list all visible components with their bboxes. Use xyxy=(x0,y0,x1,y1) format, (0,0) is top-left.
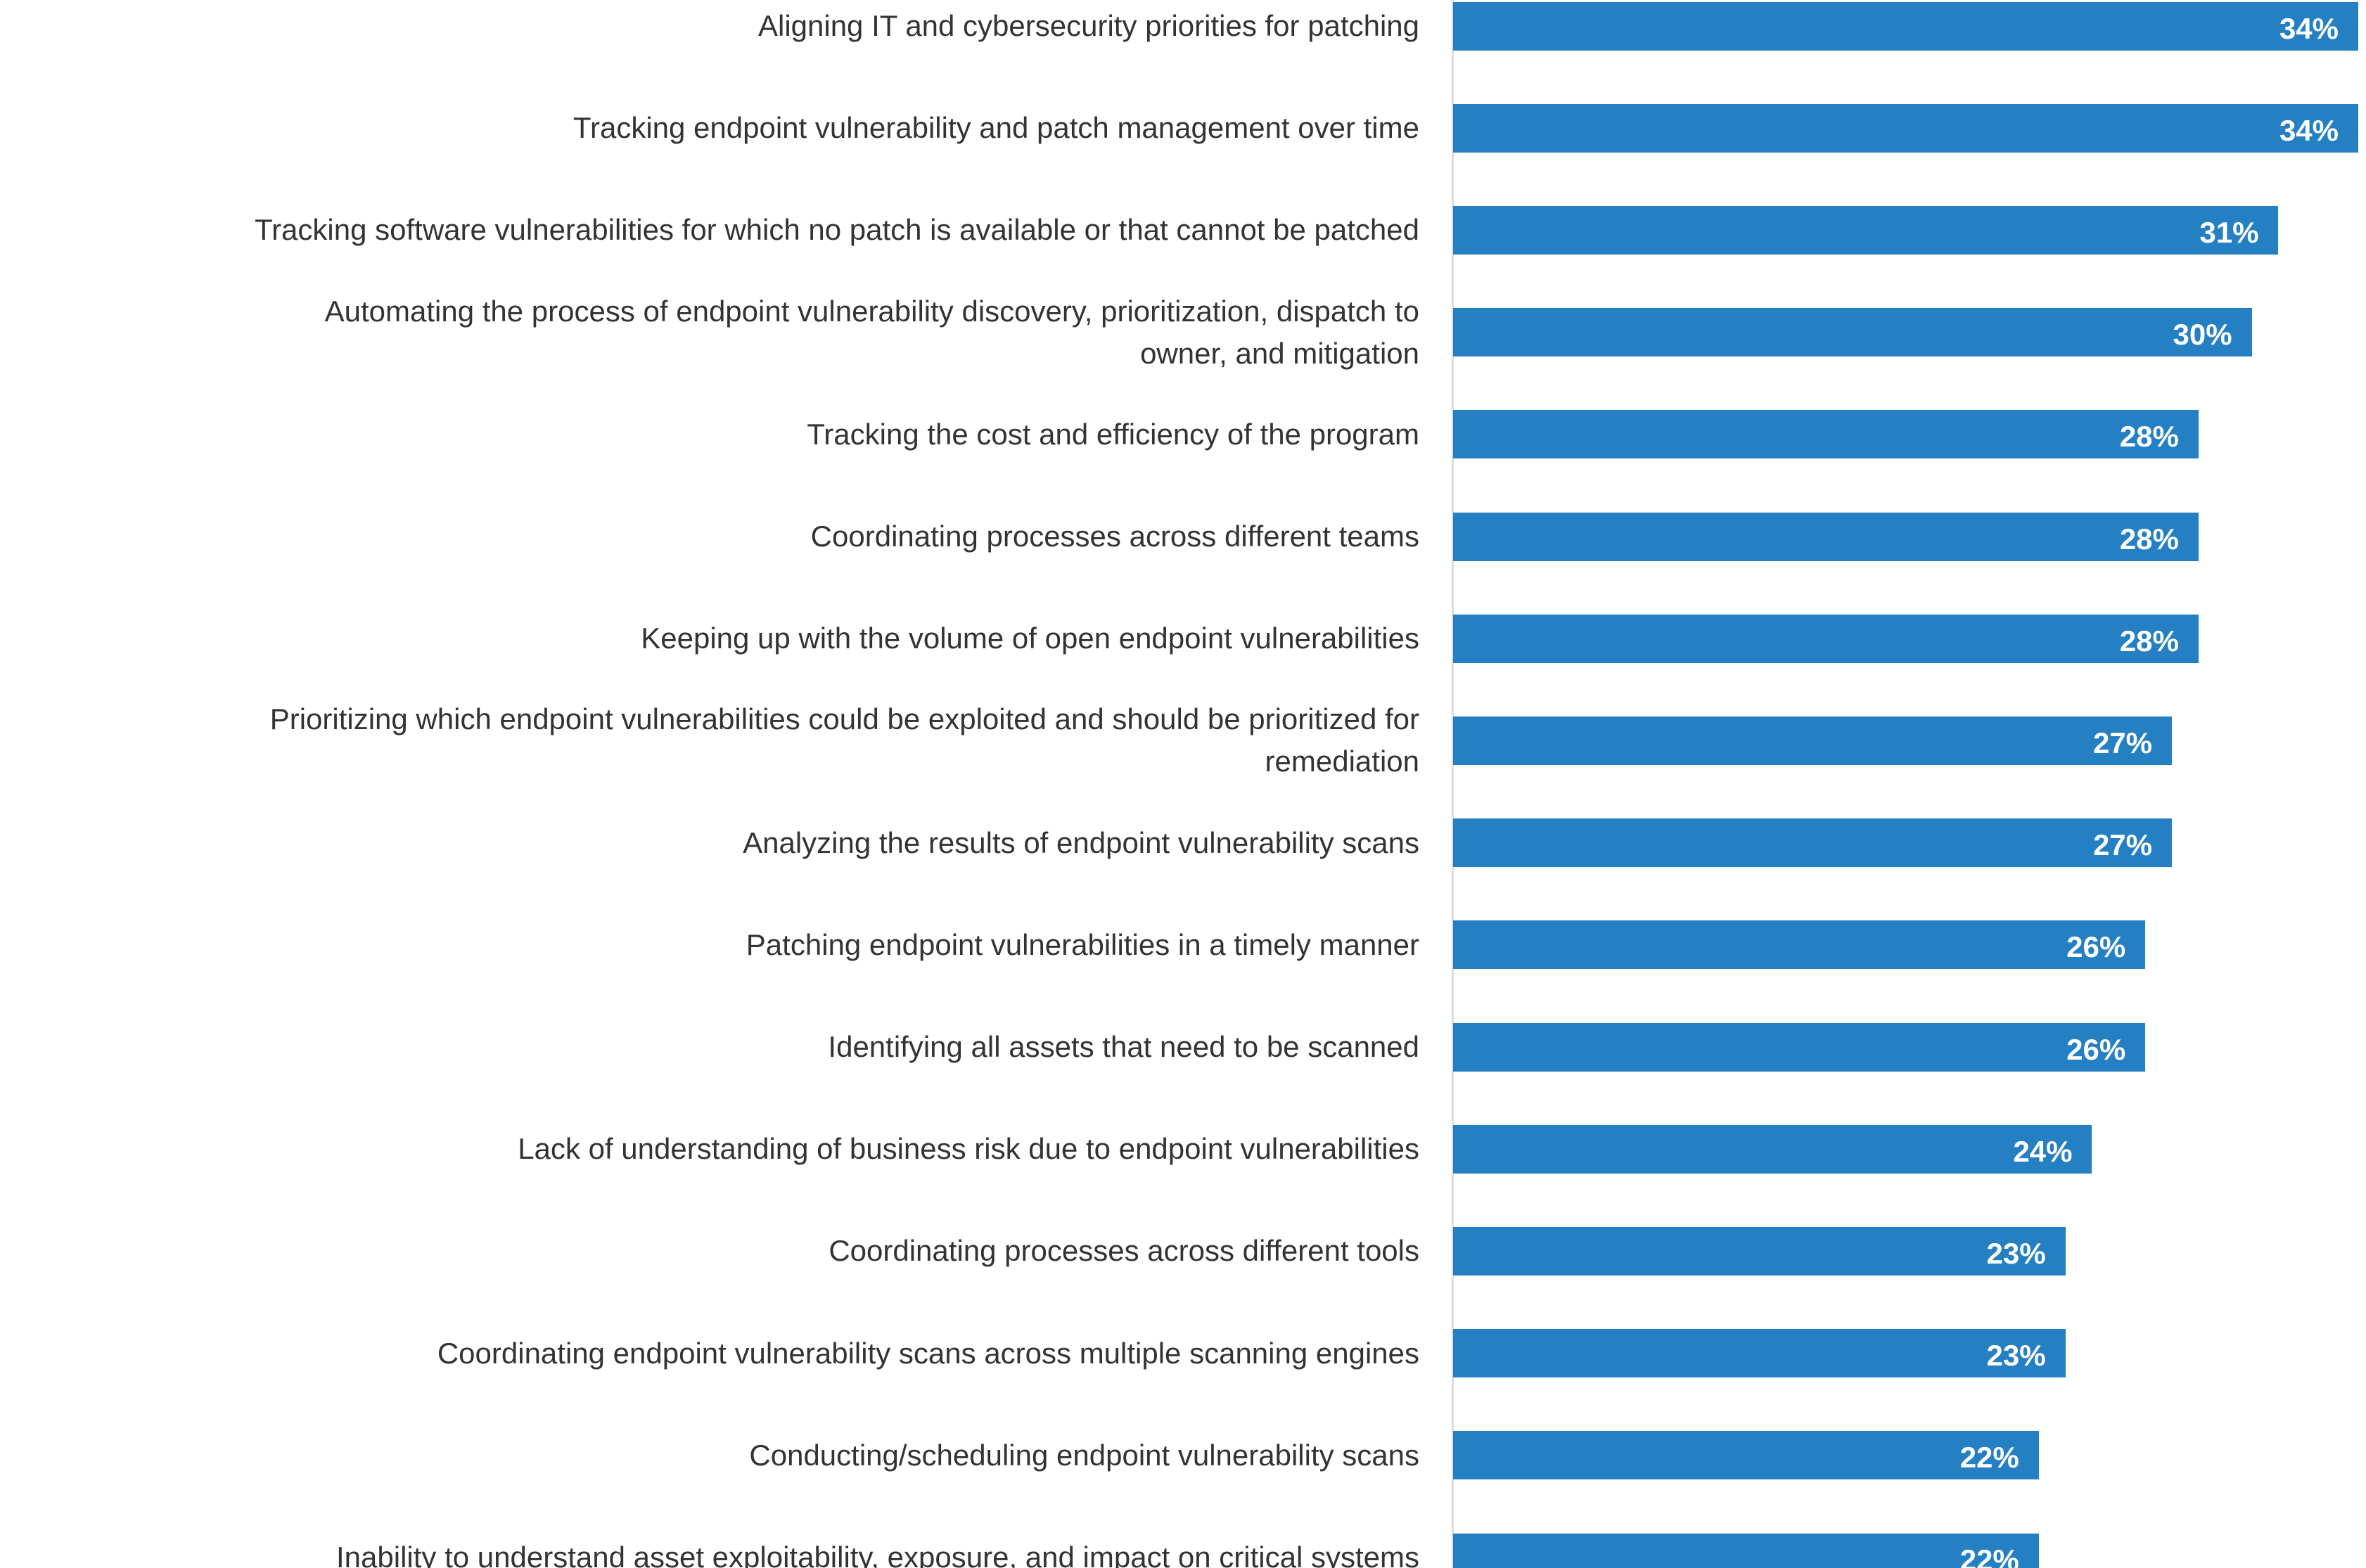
category-label: Patching endpoint vulnerabilities in a t… xyxy=(746,927,1419,961)
value-label: 30% xyxy=(2173,318,2232,352)
category-label: Tracking the cost and efficiency of the … xyxy=(807,417,1419,451)
value-label: 34% xyxy=(2279,11,2339,45)
value-label: 28% xyxy=(2119,420,2179,454)
bar xyxy=(1453,1431,2039,1480)
bar xyxy=(1453,614,2199,663)
category-label: Coordinating endpoint vulnerability scan… xyxy=(437,1336,1419,1370)
category-label: Automating the process of endpoint vulne… xyxy=(324,294,1419,370)
category-label: Coordinating processes across different … xyxy=(810,520,1419,553)
value-label: 23% xyxy=(1986,1236,2046,1270)
category-label: Prioritizing which endpoint vulnerabilit… xyxy=(269,702,1419,778)
value-label: 27% xyxy=(2092,828,2153,862)
value-label: 27% xyxy=(2092,726,2153,759)
value-label: 22% xyxy=(1959,1543,2019,1568)
bar xyxy=(1453,103,2358,153)
value-label: 26% xyxy=(2066,1032,2126,1066)
value-label: 22% xyxy=(1959,1441,2019,1474)
bar xyxy=(1453,1022,2146,1072)
bar xyxy=(1453,1,2358,51)
category-label: Tracking endpoint vulnerability and patc… xyxy=(573,111,1419,145)
category-label: Coordinating processes across different … xyxy=(829,1234,1419,1268)
category-label: Keeping up with the volume of open endpo… xyxy=(641,622,1419,655)
value-label: 28% xyxy=(2119,522,2179,555)
bar xyxy=(1453,308,2252,357)
category-label: Lack of understanding of business risk d… xyxy=(518,1132,1419,1166)
bar xyxy=(1453,1329,2066,1378)
category-label: Aligning IT and cybersecurity priorities… xyxy=(757,9,1419,42)
bar xyxy=(1453,716,2173,765)
value-label: 34% xyxy=(2279,113,2339,147)
axis-line xyxy=(1452,0,1454,1568)
category-label: Inability to understand asset exploitabi… xyxy=(336,1541,1419,1568)
category-label: Analyzing the results of endpoint vulner… xyxy=(743,825,1419,859)
category-label: Tracking software vulnerabilities for wh… xyxy=(254,213,1419,247)
category-label: Conducting/scheduling endpoint vulnerabi… xyxy=(749,1438,1419,1472)
bar xyxy=(1453,818,2173,868)
bar xyxy=(1453,512,2199,561)
value-label: 26% xyxy=(2066,930,2126,964)
bar xyxy=(1453,920,2146,970)
value-label: 24% xyxy=(2013,1134,2073,1168)
bar xyxy=(1453,1124,2092,1174)
bar xyxy=(1453,1226,2066,1275)
value-label: 23% xyxy=(1986,1339,2046,1373)
category-label: Identifying all assets that need to be s… xyxy=(828,1030,1419,1063)
value-label: 31% xyxy=(2199,215,2259,249)
bar xyxy=(1453,1533,2039,1568)
value-label: 28% xyxy=(2119,624,2179,657)
bar xyxy=(1453,205,2279,255)
bar xyxy=(1453,410,2199,459)
